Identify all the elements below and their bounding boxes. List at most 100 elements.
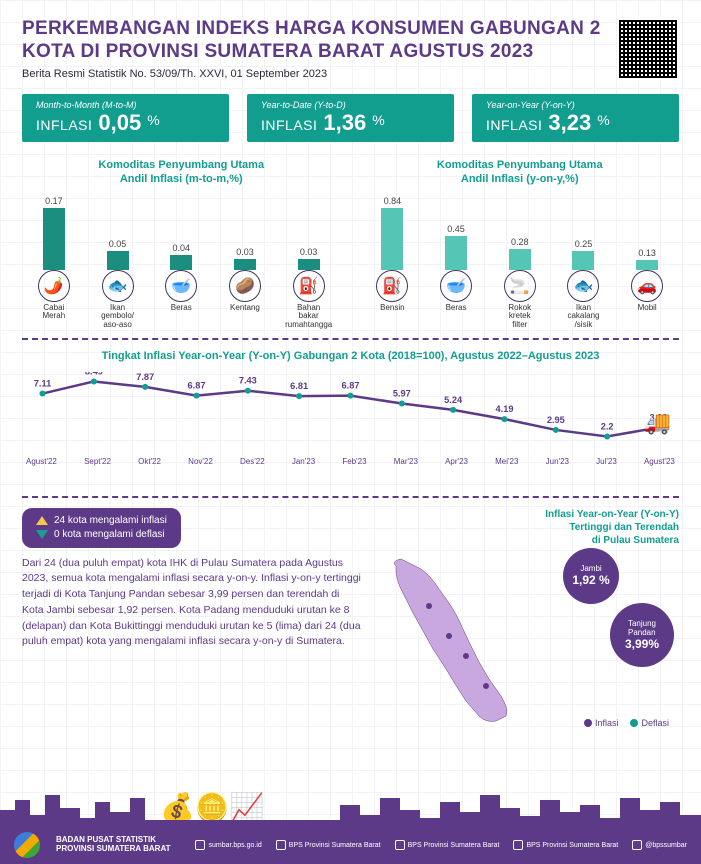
line-chart: 7.118.497.876.877.436.816.875.975.244.19… <box>22 372 679 482</box>
stat-value: 3,23 <box>548 110 591 136</box>
truck-icon: 🚚 <box>644 410 671 436</box>
legend-deflasi-dot: Deflasi <box>641 718 669 728</box>
triangle-up-icon <box>36 516 48 525</box>
bar-item: 0.03 <box>213 247 277 270</box>
bar-value: 0.28 <box>511 237 529 247</box>
month-label: Jun'23 <box>546 457 569 466</box>
stat-value: 0,05 <box>98 110 141 136</box>
stat-box: Month-to-Month (M-to-M) INFLASI 0,05 % <box>22 94 229 142</box>
svg-text:5.24: 5.24 <box>444 395 463 405</box>
stat-period: Year-on-Year (Y-on-Y) <box>486 100 665 110</box>
social-icon <box>632 840 642 850</box>
social-icon <box>513 840 523 850</box>
pin-value: 3,99% <box>625 637 659 651</box>
main-title: PERKEMBANGAN INDEKS HARGA KONSUMEN GABUN… <box>22 18 617 64</box>
social-icon <box>395 840 405 850</box>
svg-text:6.87: 6.87 <box>188 380 206 390</box>
bar-item: 0.45 <box>424 224 488 269</box>
pin-jambi: Jambi 1,92 % <box>563 548 619 604</box>
map-section: Inflasi Year-on-Year (Y-on-Y)Tertinggi d… <box>371 508 679 736</box>
month-label: Feb'23 <box>342 457 366 466</box>
commodity-icon: 🚗 <box>631 270 663 302</box>
bar-item: 0.05 <box>86 239 150 269</box>
footer-link: BPS Provinsi Sumatera Barat <box>395 840 500 850</box>
triangle-down-icon <box>36 530 48 539</box>
month-label: Okt'22 <box>138 457 161 466</box>
bar-rect <box>170 255 192 270</box>
bar-item: 0.84 <box>361 196 425 270</box>
footer-links: sumbar.bps.go.id BPS Provinsi Sumatera Ba… <box>195 840 687 850</box>
bar-rect <box>381 208 403 270</box>
social-icon <box>276 840 286 850</box>
footer-link: @bpssumbar <box>632 840 687 850</box>
line-chart-title: Tingkat Inflasi Year-on-Year (Y-on-Y) Ga… <box>22 350 679 362</box>
footer: BADAN PUSAT STATISTIK PROVINSI SUMATERA … <box>0 826 701 864</box>
svg-text:4.19: 4.19 <box>496 404 514 414</box>
commodity-label: Beras <box>446 304 467 324</box>
bar-value: 0.25 <box>575 239 593 249</box>
stat-label: INFLASI <box>486 117 542 133</box>
bar-value: 0.05 <box>109 239 127 249</box>
legend-deflasi: 0 kota mengalami deflasi <box>54 528 165 542</box>
bar-value: 0.04 <box>172 243 190 253</box>
svg-text:2.95: 2.95 <box>547 415 565 425</box>
social-icon <box>195 840 205 850</box>
divider <box>22 338 679 340</box>
commodity-label: Bensin <box>380 304 404 324</box>
bps-logo-icon <box>14 832 40 858</box>
commodity-icon: 🥔 <box>229 270 261 302</box>
commodity-label: Bahanbakarrumahtangga <box>285 304 332 324</box>
bar-label-item: 🚬 Rokokkretekfilter <box>488 270 552 324</box>
stat-box: Year-to-Date (Y-to-D) INFLASI 1,36 % <box>247 94 454 142</box>
commodity-icon: ⛽ <box>376 270 408 302</box>
commodity-icon: 🥣 <box>165 270 197 302</box>
legend-box: 24 kota mengalami inflasi 0 kota mengala… <box>22 508 181 548</box>
bar-label-item: ⛽ Bensin <box>361 270 425 324</box>
org-line2: PROVINSI SUMATERA BARAT <box>56 845 171 854</box>
bar-rect <box>509 249 531 270</box>
bar-label-item: 🌶️ CabaiMerah <box>22 270 86 324</box>
footer-org: BADAN PUSAT STATISTIK PROVINSI SUMATERA … <box>56 836 171 854</box>
svg-text:2.2: 2.2 <box>601 421 614 431</box>
month-label: Apr'23 <box>445 457 468 466</box>
bar-rect <box>234 259 256 270</box>
legend-inflasi: 24 kota mengalami inflasi <box>54 514 167 528</box>
bar-item: 0.04 <box>149 243 213 270</box>
month-label: Jan'23 <box>292 457 315 466</box>
month-label: Des'22 <box>240 457 265 466</box>
pin-value: 1,92 % <box>572 573 609 587</box>
month-label: Nov'22 <box>188 457 213 466</box>
pin-city: Jambi <box>580 564 601 573</box>
stat-pct: % <box>147 112 159 128</box>
footer-link: sumbar.bps.go.id <box>195 840 261 850</box>
bar-item: 0.28 <box>488 237 552 270</box>
svg-text:6.87: 6.87 <box>342 380 360 390</box>
qr-code <box>617 18 679 80</box>
commodity-icon: 🚬 <box>504 270 536 302</box>
svg-text:6.81: 6.81 <box>290 381 308 391</box>
bar-rect <box>445 236 467 269</box>
footer-link: BPS Provinsi Sumatera Barat <box>276 840 381 850</box>
pin-city: TanjungPandan <box>628 619 656 637</box>
commodity-label: Mobil <box>638 304 657 324</box>
bar-value: 0.17 <box>45 196 63 206</box>
bar-label-item: 🚗 Mobil <box>615 270 679 324</box>
bar-label-item: 🐟 Ikangembolo/aso-aso <box>86 270 150 324</box>
bar-value: 0.03 <box>300 247 318 257</box>
svg-text:5.97: 5.97 <box>393 388 411 398</box>
commodity-icon: ⛽ <box>293 270 325 302</box>
header: PERKEMBANGAN INDEKS HARGA KONSUMEN GABUN… <box>22 18 679 80</box>
stat-label: INFLASI <box>36 117 92 133</box>
stat-box: Year-on-Year (Y-on-Y) INFLASI 3,23 % <box>472 94 679 142</box>
bar-item: 0.17 <box>22 196 86 270</box>
month-label: Mar'23 <box>394 457 418 466</box>
stat-pct: % <box>597 112 609 128</box>
skyline-decoration <box>0 790 701 826</box>
month-label: Jul'23 <box>596 457 617 466</box>
stat-pct: % <box>372 112 384 128</box>
divider-2 <box>22 496 679 498</box>
bar-label-item: 🐟 Ikancakalang/sisik <box>552 270 616 324</box>
bar-item: 0.25 <box>552 239 616 269</box>
bar-value: 0.84 <box>384 196 402 206</box>
commodity-icon: 🌶️ <box>38 270 70 302</box>
